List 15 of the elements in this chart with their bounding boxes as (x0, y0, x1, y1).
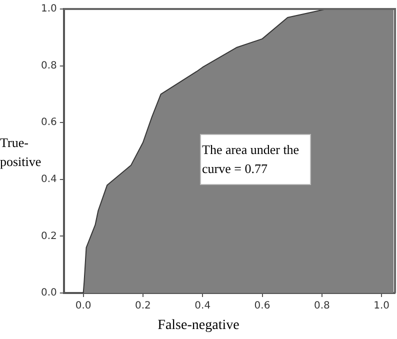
y-tick-label: 1.0 (40, 4, 57, 15)
y-tick-label: 0.2 (40, 230, 57, 242)
x-tick-label: 0.0 (75, 300, 92, 312)
x-tick-label: 1.0 (374, 300, 390, 312)
y-tick-label: 0.8 (40, 60, 57, 72)
x-tick-label: 0.2 (134, 300, 151, 312)
x-axis-title: False-negative (156, 318, 240, 334)
y-tick-label: 0.6 (40, 117, 57, 128)
x-tick-label: 0.6 (254, 300, 270, 312)
y-axis-title: True-positive (0, 134, 42, 171)
x-tick-label: 0.4 (194, 300, 211, 312)
y-tick-label: 0.0 (40, 288, 57, 299)
x-tick-label: 0.8 (314, 300, 330, 312)
y-tick-label: 0.4 (40, 174, 57, 185)
annotation: The area under the curve = 0.77 (200, 134, 311, 185)
